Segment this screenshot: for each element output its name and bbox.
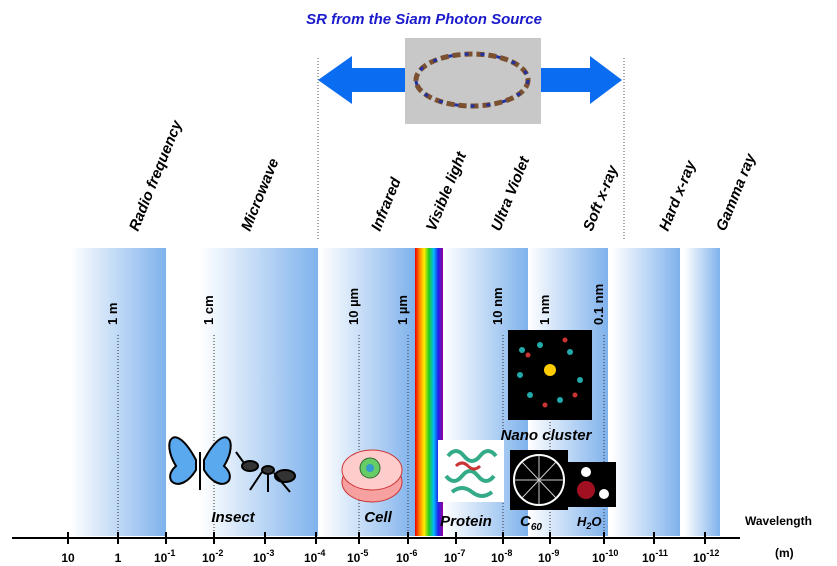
tick-exp: -9 xyxy=(551,548,559,558)
protein-label: Protein xyxy=(440,513,492,530)
tick-label: 10-10 xyxy=(592,548,618,565)
nano-label: Nano cluster xyxy=(501,427,593,444)
tick-exp: -2 xyxy=(215,548,223,558)
ring-image xyxy=(405,38,541,124)
tick-label: 10-11 xyxy=(642,548,668,565)
title: SR from the Siam Photon Source xyxy=(306,11,542,28)
tick-exp: -3 xyxy=(266,548,274,558)
marker-label: 1 nm xyxy=(537,295,552,325)
tick-base: 10 xyxy=(491,551,505,565)
band-label: Gamma ray xyxy=(713,151,760,234)
marker-label: 10 µm xyxy=(346,288,361,325)
tick-base: 10 xyxy=(396,551,410,565)
cell xyxy=(342,450,402,502)
tick-base: 1 xyxy=(115,551,122,565)
marker-label: 0.1 nm xyxy=(591,284,606,325)
h2o xyxy=(568,462,616,507)
tick-exp: -8 xyxy=(504,548,512,558)
spectrum-diagram: SR from the Siam Photon Source Radio fre… xyxy=(0,0,837,566)
tick-base: 10 xyxy=(444,551,458,565)
tick-exp: -11 xyxy=(655,548,668,558)
band-label: Hard x-ray xyxy=(656,158,700,234)
tick-exp: -7 xyxy=(457,548,465,558)
band-label: Ultra Violet xyxy=(488,153,534,233)
tick-label: 10-2 xyxy=(202,548,223,565)
axis-unit: (m) xyxy=(775,546,794,560)
band-label: Soft x-ray xyxy=(580,162,622,233)
tick-label: 10-4 xyxy=(304,548,325,565)
marker-label: 1 cm xyxy=(201,295,216,325)
tick-label: 10-9 xyxy=(538,548,559,565)
tick-label: 10-5 xyxy=(347,548,368,565)
tick-exp: -6 xyxy=(409,548,417,558)
tick-base: 10 xyxy=(61,551,75,565)
tick-exp: -5 xyxy=(360,548,368,558)
tick-base: 10 xyxy=(693,551,707,565)
tick-base: 10 xyxy=(202,551,216,565)
tick-label: 10 xyxy=(61,551,75,565)
tick-label: 10-6 xyxy=(396,548,417,565)
band-label: Infrared xyxy=(368,175,405,234)
tick-exp: -12 xyxy=(706,548,719,558)
tick-label: 10-12 xyxy=(693,548,719,565)
c60 xyxy=(510,450,568,510)
tick-base: 10 xyxy=(304,551,318,565)
tick-base: 10 xyxy=(347,551,361,565)
tick-base: 10 xyxy=(642,551,656,565)
tick-exp: -1 xyxy=(167,548,175,558)
nano-cluster xyxy=(508,330,592,420)
band-label: Microwave xyxy=(238,156,282,233)
axis-label: Wavelength xyxy=(745,514,812,528)
cell-label: Cell xyxy=(364,509,392,526)
tick-label: 10-1 xyxy=(154,548,175,565)
tick-base: 10 xyxy=(253,551,267,565)
tick-label: 10-7 xyxy=(444,548,465,565)
band-label: Radio frequency xyxy=(126,118,186,234)
tick-base: 10 xyxy=(592,551,606,565)
tick-exp: -10 xyxy=(605,548,618,558)
tick-exp: -4 xyxy=(317,548,325,558)
marker-label: 10 nm xyxy=(490,287,505,325)
h2o-rest: O xyxy=(591,514,601,529)
tick-label: 10-3 xyxy=(253,548,274,565)
c60-sub: 60 xyxy=(531,522,543,533)
tick-label: 1 xyxy=(115,551,122,565)
marker-label: 1 m xyxy=(105,303,120,325)
tick-base: 10 xyxy=(538,551,552,565)
protein xyxy=(438,440,504,502)
insect-label: Insect xyxy=(211,509,255,526)
band-label: Visible light xyxy=(423,149,470,234)
tick-label: 10-8 xyxy=(491,548,512,565)
marker-label: 1 µm xyxy=(395,295,410,325)
tick-base: 10 xyxy=(154,551,168,565)
